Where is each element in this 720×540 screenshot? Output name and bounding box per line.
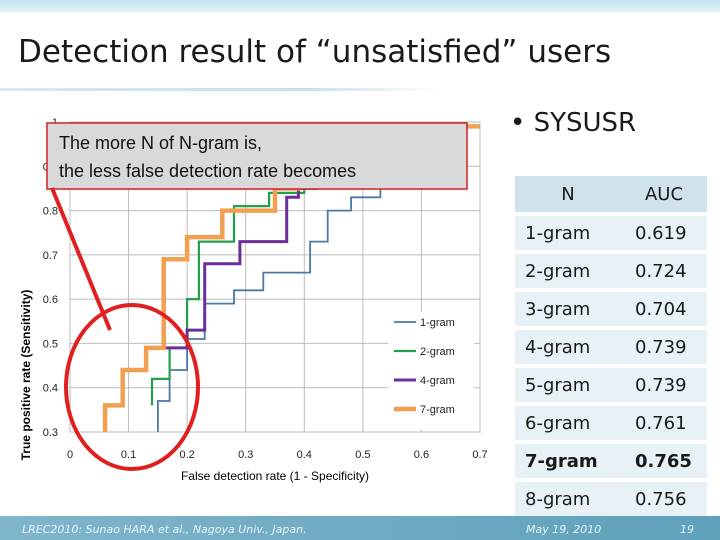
- cell-n: 7-gram: [515, 444, 621, 478]
- y-tick-label: 0.8: [43, 206, 58, 218]
- x-tick-label: 0.2: [179, 449, 194, 461]
- cell-n: 4-gram: [515, 330, 621, 364]
- cell-n: 1-gram: [515, 216, 621, 250]
- x-tick-label: 0.6: [414, 449, 429, 461]
- page-number: 19: [680, 523, 694, 536]
- legend-label: 7-gram: [420, 404, 455, 416]
- annotation-line-2: the less false detection rate becomes: [59, 161, 356, 181]
- table-row: 4-gram 0.739: [515, 330, 707, 364]
- y-axis-label: True positive rate (Sensitivity): [19, 290, 33, 461]
- y-tick-label: 0.7: [43, 250, 58, 262]
- cell-n: 8-gram: [515, 482, 621, 516]
- x-axis-label: False detection rate (1 - Specificity): [181, 469, 369, 483]
- top-band: [0, 0, 720, 12]
- cell-auc: 0.756: [621, 482, 707, 516]
- x-tick-label: 0.5: [355, 449, 370, 461]
- table-row: 6-gram 0.761: [515, 406, 707, 440]
- table-row: 8-gram 0.756: [515, 482, 707, 516]
- y-tick-label: 0.4: [43, 383, 58, 395]
- cell-auc: 0.619: [621, 216, 707, 250]
- y-tick-label: 0.5: [43, 338, 58, 350]
- cell-auc: 0.724: [621, 254, 707, 288]
- top-band-gap: [0, 12, 720, 16]
- highlight-pointer: [50, 187, 112, 331]
- cell-auc: 0.704: [621, 292, 707, 326]
- x-tick-label: 0.1: [121, 449, 136, 461]
- cell-n: 6-gram: [515, 406, 621, 440]
- annotation-line-1: The more N of N-gram is,: [59, 133, 262, 153]
- bullet-text: SYSUSR: [533, 108, 637, 138]
- table-row: 2-gram 0.724: [515, 254, 707, 288]
- y-tick-label: 0.6: [43, 294, 58, 306]
- table-row: 1-gram 0.619: [515, 216, 707, 250]
- x-tick-label: 0: [67, 449, 73, 461]
- roc-chart: 0.30.40.50.60.70.80.9100.10.20.30.40.50.…: [0, 100, 500, 500]
- cell-auc: 0.739: [621, 368, 707, 402]
- cell-auc: 0.739: [621, 330, 707, 364]
- header-n: N: [515, 176, 621, 212]
- bullet-sysusr: • SYSUSR: [510, 108, 637, 138]
- annotation-box: [46, 122, 468, 190]
- x-tick-label: 0.4: [297, 449, 312, 461]
- title-underline: [0, 88, 440, 91]
- cell-n: 5-gram: [515, 368, 621, 402]
- highlight-circle: [64, 303, 200, 471]
- footer-credit: LREC2010: Sunao HARA et al., Nagoya Univ…: [22, 523, 307, 536]
- legend-label: 2-gram: [420, 346, 455, 358]
- cell-n: 2-gram: [515, 254, 621, 288]
- x-tick-label: 0.7: [472, 449, 487, 461]
- y-tick-label: 0.3: [43, 427, 58, 439]
- legend-label: 1-gram: [420, 317, 455, 329]
- chart-legend: 1-gram 2-gram 4-gram 7-gram: [388, 312, 474, 430]
- table-header-row: N AUC: [515, 176, 707, 212]
- cell-auc: 0.761: [621, 406, 707, 440]
- legend-label: 4-gram: [420, 375, 455, 387]
- footer-bar: [0, 516, 720, 540]
- cell-auc: 0.765: [621, 444, 707, 478]
- x-tick-label: 0.3: [238, 449, 253, 461]
- table-row: 5-gram 0.739: [515, 368, 707, 402]
- slide-title: Detection result of “unsatisfied” users: [18, 34, 612, 70]
- table-row: 3-gram 0.704: [515, 292, 707, 326]
- cell-n: 3-gram: [515, 292, 621, 326]
- header-auc: AUC: [621, 176, 707, 212]
- table-row: 7-gram 0.765: [515, 444, 707, 478]
- footer-date: May 19, 2010: [526, 523, 602, 536]
- auc-table: N AUC 1-gram 0.619 2-gram 0.724 3-gram 0.704 4…: [515, 172, 707, 520]
